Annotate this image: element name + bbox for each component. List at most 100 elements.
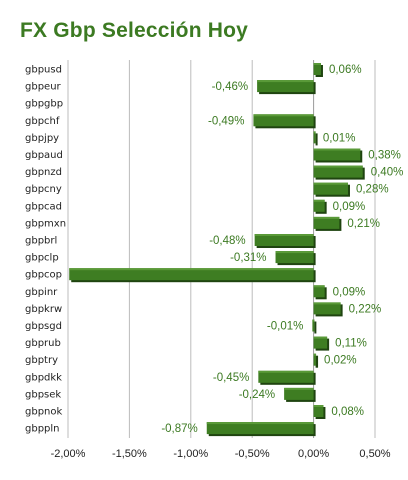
bar-highlight (313, 216, 340, 219)
bar-highlight (275, 251, 314, 254)
data-label: -0,49% (208, 115, 244, 127)
bar-face (275, 251, 314, 264)
category-label: gbpclp (25, 253, 59, 264)
bar-gbpmxn (313, 216, 342, 231)
category-label: gbpnzd (25, 167, 62, 178)
data-label: 0,09% (333, 201, 366, 213)
category-label: gbpcad (25, 201, 62, 212)
bar-gbpnok (313, 405, 326, 419)
category-label: gbpaud (25, 150, 63, 161)
bar-face (258, 370, 314, 383)
bar-gbpjpy (313, 131, 318, 146)
bar-gbpkrw (313, 302, 343, 317)
bar-highlight (254, 234, 314, 236)
bar-face (257, 80, 314, 93)
category-label: gbpbrl (25, 236, 57, 247)
data-label: 0,28% (356, 184, 389, 196)
bar-face (284, 387, 314, 400)
category-label: gbpsgd (25, 321, 62, 332)
bar-highlight (313, 405, 324, 407)
category-label: gbpcny (25, 184, 62, 195)
bar-gbpsgd (312, 319, 317, 334)
bar-gbpinr (313, 285, 327, 300)
bar-gbpcad (313, 199, 327, 214)
category-label: gbpeur (25, 82, 62, 93)
bar-gbpnzd (313, 165, 365, 180)
bar-gbpchf (253, 114, 316, 129)
x-tick-label: -1,00% (173, 448, 208, 460)
bar-face (313, 63, 321, 75)
bar-highlight (313, 131, 316, 134)
bar-gbpusd (313, 63, 323, 77)
bar-gbpsek (284, 387, 316, 402)
x-tick-label: -1,50% (112, 448, 147, 460)
data-label: 0,08% (331, 406, 364, 418)
bar-highlight (313, 336, 328, 339)
data-label: 0,22% (349, 303, 382, 315)
bar-shadow (315, 133, 318, 146)
category-label: gbpdkk (25, 372, 62, 383)
bar-face (313, 199, 325, 212)
category-label: gbpjpy (25, 133, 59, 144)
bar-gbppln (206, 422, 316, 437)
data-label: -0,46% (212, 81, 248, 93)
bar-highlight (69, 268, 314, 271)
bar-highlight (206, 422, 314, 425)
bar-highlight (313, 165, 363, 168)
data-label: 0,40% (371, 167, 404, 179)
category-label: gbpchf (25, 116, 60, 127)
bar-face (313, 216, 340, 229)
bar-gbpcny (313, 182, 350, 197)
bar-highlight (253, 114, 314, 117)
category-label: gbpgbp (25, 99, 63, 110)
bar-gbpbrl (254, 234, 316, 248)
bar-gbptry (313, 353, 319, 368)
data-label: -0,31% (230, 252, 266, 264)
bar-gbpclp (275, 251, 316, 266)
x-axis-ticks: -2,00% -1,50% -1,00% -0,50% 0,00% 0,50% (51, 448, 391, 460)
bar-shadow (315, 355, 319, 368)
category-label: gbprub (25, 338, 61, 349)
x-tick-label: -0,50% (235, 448, 270, 460)
data-label: -0,48% (209, 235, 245, 247)
bar-face (313, 353, 317, 366)
bar-face (313, 405, 324, 417)
data-label: 0,01% (323, 132, 356, 144)
category-label: gbppln (25, 424, 60, 435)
x-tick-label: 0,00% (298, 448, 329, 460)
bar-highlight (284, 387, 314, 390)
bar-face (313, 182, 348, 195)
data-label: -0,45% (213, 372, 249, 384)
category-label: gbpnok (25, 407, 62, 418)
bar-highlight (313, 353, 317, 356)
bar-face (313, 165, 363, 178)
bar-highlight (313, 302, 341, 305)
bar-gbpdkk (258, 370, 316, 385)
bar-highlight (313, 63, 321, 65)
category-label: gbpusd (25, 65, 62, 76)
data-label: 0,38% (368, 150, 401, 162)
bar-highlight (313, 148, 361, 151)
category-labels: gbpusd gbpeur gbpgbp gbpchf gbpjpy gbpaud gbpn… (25, 65, 66, 435)
bar-gbprub (313, 336, 330, 351)
bar-layer (69, 63, 365, 437)
bar-face (313, 302, 341, 315)
bar-shadow (314, 321, 317, 334)
bar-face (313, 148, 361, 161)
bar-highlight (258, 370, 314, 373)
data-label: -0,87% (161, 423, 197, 435)
bar-face (313, 131, 316, 144)
bar-face (312, 319, 315, 332)
bar-face (206, 422, 314, 435)
bar-gbpaud (313, 148, 363, 163)
bar-highlight (313, 182, 348, 185)
bar-highlight (313, 285, 325, 288)
category-label: gbpinr (25, 287, 58, 298)
data-labels: 0,06% -0,46% -0,49% 0,01% 0,38% 0,40% 0,28% 0,0… (161, 64, 403, 435)
bar-face (254, 234, 314, 246)
category-label: gbpkrw (25, 304, 62, 315)
bar-face (253, 114, 314, 127)
category-label: gbpcop (25, 270, 62, 281)
category-label: gbpmxn (25, 218, 66, 229)
data-label: 0,11% (335, 338, 367, 350)
